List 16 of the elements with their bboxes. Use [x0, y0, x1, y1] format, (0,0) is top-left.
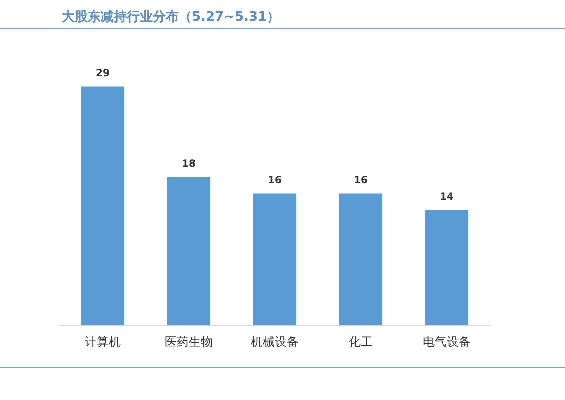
data-label: 18 [182, 158, 196, 170]
bar [254, 194, 296, 326]
x-tick-label: 计算机 [85, 335, 121, 350]
data-label: 14 [440, 192, 454, 203]
x-tick-label: 化工 [349, 335, 373, 350]
bar [82, 86, 124, 326]
data-label: 29 [96, 68, 110, 80]
x-tick-label: 机械设备 [251, 335, 299, 350]
bar [340, 194, 382, 326]
x-tick-label: 电气设备 [423, 335, 471, 350]
data-label: 16 [354, 175, 368, 186]
bar [426, 210, 468, 326]
bar [168, 177, 210, 326]
x-tick-label: 医药生物 [165, 335, 213, 350]
data-label: 16 [268, 175, 282, 186]
chart-title: 大股东减持行业分布（5.27~5.31） [62, 8, 280, 26]
